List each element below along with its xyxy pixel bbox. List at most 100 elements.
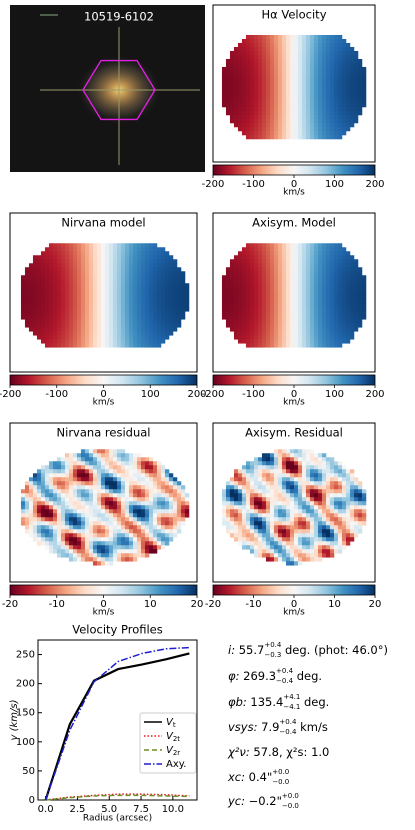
map-pixel <box>56 267 62 272</box>
map-pixel <box>257 473 263 478</box>
map-pixel <box>265 259 271 264</box>
map-pixel <box>333 279 339 284</box>
map-pixel <box>36 267 42 272</box>
map-pixel <box>100 553 106 558</box>
map-pixel <box>337 283 343 288</box>
map-pixel <box>357 283 363 288</box>
map-pixel <box>357 82 363 88</box>
map-pixel <box>124 319 130 324</box>
map-pixel <box>341 469 347 474</box>
map-pixel <box>176 493 182 498</box>
map-pixel <box>317 271 323 276</box>
map-pixel <box>285 473 291 478</box>
map-pixel <box>305 34 311 40</box>
map-pixel <box>293 110 299 116</box>
map-pixel <box>305 114 311 120</box>
map-pixel <box>28 529 34 534</box>
map-pixel <box>36 275 42 280</box>
map-pixel <box>301 493 307 498</box>
map-pixel <box>148 513 154 518</box>
map-pixel <box>309 525 315 530</box>
map-pixel <box>261 327 267 332</box>
map-pixel <box>329 473 335 478</box>
map-pixel <box>281 66 287 72</box>
map-pixel <box>56 243 62 248</box>
map-pixel <box>249 303 255 308</box>
map-pixel <box>297 541 303 546</box>
map-pixel <box>36 493 42 498</box>
map-pixel <box>156 335 162 340</box>
map-pixel <box>32 481 38 486</box>
map-pixel <box>361 279 367 284</box>
y-tick-label: 0 <box>29 795 35 806</box>
map-pixel <box>116 279 122 284</box>
map-pixel <box>273 521 279 526</box>
map-pixel <box>112 541 118 546</box>
map-pixel <box>52 331 58 336</box>
map-pixel <box>176 271 182 276</box>
map-pixel <box>293 126 299 132</box>
map-pixel <box>329 70 335 76</box>
map-pixel <box>305 557 311 562</box>
map-pixel <box>80 311 86 316</box>
map-pixel <box>245 102 251 108</box>
map-pixel <box>132 537 138 542</box>
map-pixel <box>329 311 335 316</box>
map-pixel <box>257 263 263 268</box>
map-pixel <box>40 517 46 522</box>
map-pixel <box>249 130 255 136</box>
map-pixel <box>152 275 158 280</box>
map-pixel <box>289 46 295 52</box>
map-pixel <box>329 477 335 482</box>
map-pixel <box>309 62 315 68</box>
map-pixel <box>301 74 307 80</box>
map-pixel <box>221 70 227 76</box>
map-pixel <box>305 493 311 498</box>
map-pixel <box>285 457 291 462</box>
map-pixel <box>325 485 331 490</box>
map-pixel <box>96 497 102 502</box>
map-pixel <box>345 114 351 120</box>
map-pixel <box>305 537 311 542</box>
map-pixel <box>140 549 146 554</box>
map-pixel <box>289 86 295 92</box>
map-pixel <box>136 299 142 304</box>
map-pixel <box>28 533 34 538</box>
map-pixel <box>156 469 162 474</box>
map-pixel <box>156 327 162 332</box>
map-pixel <box>76 529 82 534</box>
map-pixel <box>257 461 263 466</box>
map-pixel <box>265 267 271 272</box>
map-pixel <box>309 38 315 44</box>
map-pixel <box>269 553 275 558</box>
map-pixel <box>313 319 319 324</box>
map-pixel <box>277 485 283 490</box>
map-pixel <box>164 251 170 256</box>
map-pixel <box>128 319 134 324</box>
map-pixel <box>96 481 102 486</box>
map-pixel <box>285 449 291 454</box>
map-pixel <box>221 74 227 80</box>
map-pixel <box>309 243 315 248</box>
map-pixel <box>100 529 106 534</box>
map-pixel <box>293 509 299 514</box>
map-pixel <box>317 489 323 494</box>
map-pixel <box>293 311 299 316</box>
map-pixel <box>44 315 50 320</box>
map-pixel <box>225 307 231 312</box>
map-pixel <box>285 485 291 490</box>
map-pixel <box>148 251 154 256</box>
map-pixel <box>180 295 186 300</box>
map-pixel <box>329 54 335 60</box>
map-pixel <box>44 477 50 482</box>
map-pixel <box>160 251 166 256</box>
map-pixel <box>72 279 78 284</box>
map-pixel <box>241 90 247 96</box>
map-pixel <box>164 315 170 320</box>
map-pixel <box>229 263 235 268</box>
map-pixel <box>277 319 283 324</box>
map-pixel <box>88 319 94 324</box>
map-pixel <box>88 335 94 340</box>
map-pixel <box>56 457 62 462</box>
map-pixel <box>64 497 70 502</box>
